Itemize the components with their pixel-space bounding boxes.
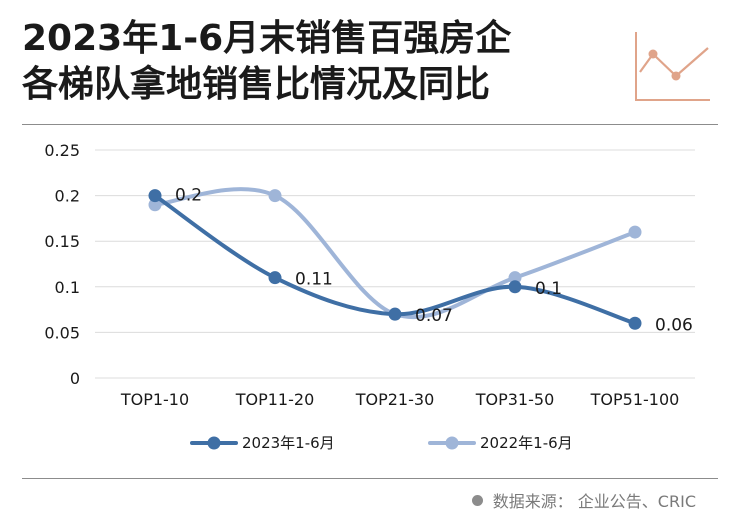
- data-point: [508, 280, 522, 294]
- y-tick-label: 0.25: [44, 141, 80, 160]
- title-line-1: 2023年1-6月末销售百强房企: [22, 18, 512, 59]
- legend-marker: [445, 436, 459, 450]
- data-label: 0.11: [295, 270, 333, 290]
- line-chart-logo-icon: [635, 32, 710, 101]
- data-label: 0.06: [655, 315, 693, 335]
- data-source: 数据来源： 企业公告、CRIC: [471, 488, 696, 512]
- data-point: [268, 271, 282, 285]
- data-label: 0.07: [415, 306, 453, 326]
- legend-label: 2022年1-6月: [480, 434, 573, 452]
- data-point: [388, 307, 402, 321]
- y-tick-label: 0.1: [55, 278, 80, 297]
- y-tick-label: 0: [70, 369, 80, 388]
- legend-label: 2023年1-6月: [242, 434, 335, 452]
- source-dot-icon: [471, 495, 483, 506]
- legend-marker: [207, 436, 221, 450]
- chart-title: 2023年1-6月末销售百强房企 各梯队拿地销售比情况及同比: [22, 16, 511, 108]
- footer-divider: [22, 478, 718, 479]
- y-tick-label: 0.05: [44, 323, 80, 342]
- data-point: [148, 198, 162, 212]
- data-point: [268, 189, 282, 203]
- x-tick-label: TOP1-10: [120, 390, 189, 409]
- data-point: [148, 189, 162, 203]
- source-text: 数据来源： 企业公告、CRIC: [492, 492, 696, 511]
- data-label: 0.1: [535, 279, 562, 299]
- y-tick-label: 0.15: [44, 232, 80, 251]
- header-divider: [22, 124, 718, 125]
- data-point: [628, 225, 642, 239]
- x-tick-label: TOP31-50: [475, 390, 555, 409]
- data-point: [508, 271, 522, 285]
- y-tick-label: 0.2: [55, 187, 80, 206]
- x-tick-label: TOP21-30: [355, 390, 435, 409]
- x-tick-label: TOP11-20: [235, 390, 315, 409]
- data-label: 0.2: [175, 186, 202, 206]
- x-tick-label: TOP51-100: [590, 390, 680, 409]
- title-line-2: 各梯队拿地销售比情况及同比: [22, 64, 491, 105]
- data-point: [628, 316, 642, 330]
